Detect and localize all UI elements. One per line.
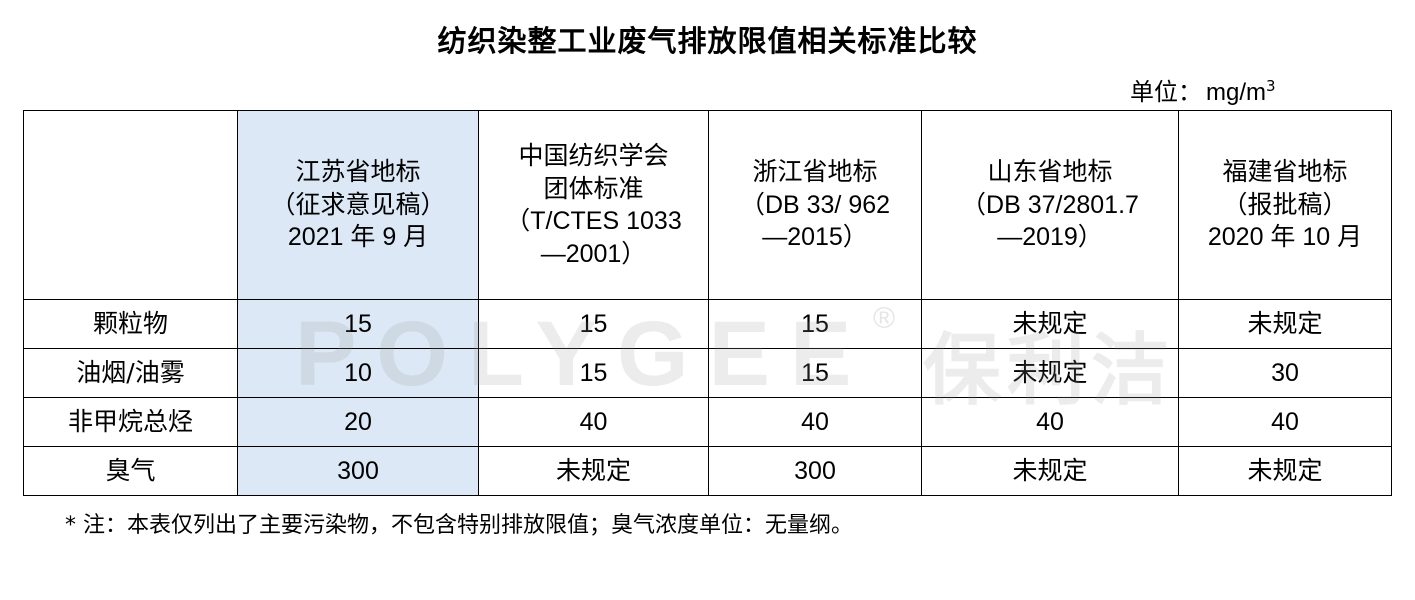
table-cell: 15 <box>708 299 922 349</box>
row-label: 臭气 <box>23 446 238 496</box>
table-row: 臭气 300 未规定 300 未规定 未规定 <box>23 446 1392 496</box>
table-cell: 10 <box>237 348 479 398</box>
table-cell: 未规定 <box>1178 446 1392 496</box>
table-cell: 未规定 <box>1178 299 1392 349</box>
table-cell: 未规定 <box>921 348 1179 398</box>
table-row: 非甲烷总烃 20 40 40 40 40 <box>23 397 1392 447</box>
unit-label: 单位： mg/m3 <box>1130 72 1276 107</box>
table-cell: 15 <box>708 348 922 398</box>
table-cell: 未规定 <box>921 299 1179 349</box>
table-cell: 40 <box>921 397 1179 447</box>
table-cell: 40 <box>1178 397 1392 447</box>
header-row: 江苏省地标 （征求意见稿） 2021 年 9 月 中国纺织学会 团体标准 （T/CTES… <box>23 110 1392 300</box>
table-cell: 未规定 <box>921 446 1179 496</box>
table-cell: 30 <box>1178 348 1392 398</box>
table-cell: 40 <box>708 397 922 447</box>
table-cell: 15 <box>478 299 709 349</box>
table-cell: 300 <box>237 446 479 496</box>
table-cell: 15 <box>237 299 479 349</box>
table-row: 颗粒物 15 15 15 未规定 未规定 <box>23 299 1392 349</box>
standards-comparison-table: 江苏省地标 （征求意见稿） 2021 年 9 月 中国纺织学会 团体标准 （T/CTES… <box>23 110 1392 496</box>
header-cell-zhejiang: 浙江省地标 （DB 33/ 962 —2015） <box>708 110 922 300</box>
table-row: 油烟/油雾 10 15 15 未规定 30 <box>23 348 1392 398</box>
table-cell: 40 <box>478 397 709 447</box>
header-cell-empty <box>23 110 238 300</box>
row-label: 非甲烷总烃 <box>23 397 238 447</box>
unit-superscript: 3 <box>1266 77 1276 95</box>
header-cell-shandong: 山东省地标 （DB 37/2801.7 —2019） <box>921 110 1179 300</box>
header-cell-fujian: 福建省地标 （报批稿） 2020 年 10 月 <box>1178 110 1392 300</box>
table-cell: 未规定 <box>478 446 709 496</box>
table-cell: 20 <box>237 397 479 447</box>
header-cell-ctes: 中国纺织学会 团体标准 （T/CTES 1033 —2001） <box>478 110 709 300</box>
table-cell: 300 <box>708 446 922 496</box>
table-title: 纺织染整工业废气排放限值相关标准比较 <box>437 24 978 58</box>
unit-value: mg/m <box>1206 79 1266 106</box>
table-cell: 15 <box>478 348 709 398</box>
row-label: 油烟/油雾 <box>23 348 238 398</box>
footnote: * 注：本表仅列出了主要污染物，不包含特别排放限值；臭气浓度单位：无量纲。 <box>65 513 853 538</box>
header-cell-jiangsu: 江苏省地标 （征求意见稿） 2021 年 9 月 <box>237 110 479 300</box>
row-label: 颗粒物 <box>23 299 238 349</box>
unit-prefix: 单位： <box>1130 78 1202 106</box>
